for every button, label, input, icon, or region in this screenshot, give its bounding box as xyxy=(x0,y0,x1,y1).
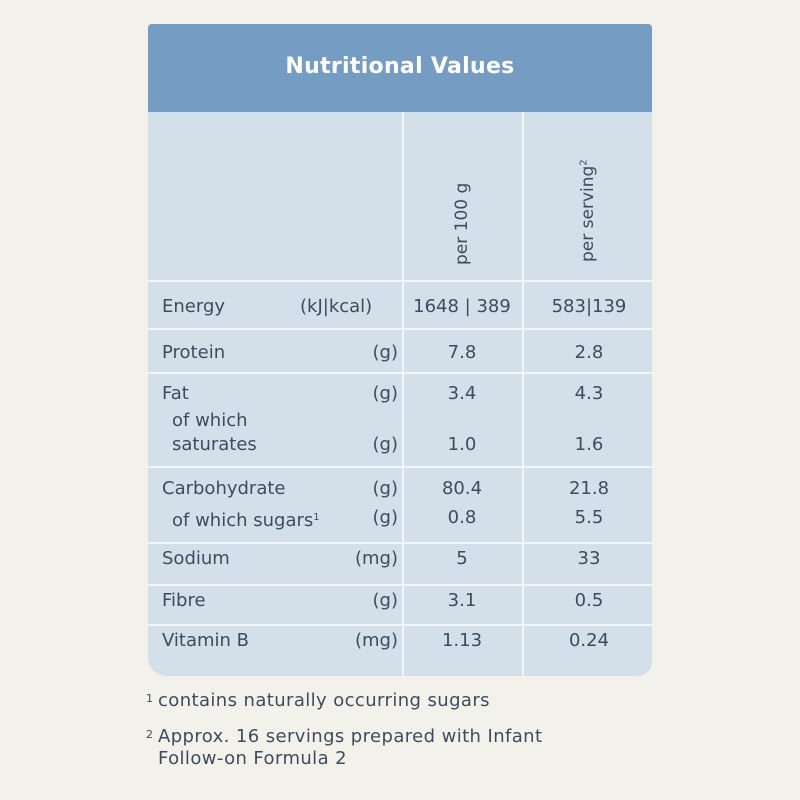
row-label-protein: Protein xyxy=(162,342,226,363)
row-divider xyxy=(148,584,652,586)
row-unit-fibre: (g) xyxy=(372,590,398,611)
row-unit-saturates: (g) xyxy=(372,434,398,455)
row-label-carbohydrate: Carbohydrate xyxy=(162,478,286,499)
value-per100-protein: 7.8 xyxy=(447,342,477,363)
value-serving-fat: 4.3 xyxy=(574,383,604,404)
row-label-fat: Fat xyxy=(162,383,189,404)
row-unit-protein: (g) xyxy=(372,342,398,363)
column-header-per-serving: per serving2 xyxy=(578,159,598,262)
row-unit-vitamin-b: (mg) xyxy=(354,630,398,651)
row-divider xyxy=(148,372,652,374)
nutrition-panel: Nutritional Values per 100 g per serving… xyxy=(148,24,652,676)
row-divider xyxy=(148,328,652,330)
row-label-energy: Energy xyxy=(162,296,226,317)
row-unit-sodium: (mg) xyxy=(354,548,398,569)
footnote-mark: 1 xyxy=(146,692,154,705)
value-serving-protein: 2.8 xyxy=(574,342,604,363)
value-per100-fat: 3.4 xyxy=(447,383,477,404)
value-per100-saturates: 1.0 xyxy=(447,434,477,455)
value-per100-fibre: 3.1 xyxy=(447,590,477,611)
value-per100-carbohydrate: 80.4 xyxy=(441,478,483,499)
row-divider xyxy=(148,466,652,468)
row-unit-sugars: (g) xyxy=(372,507,398,528)
table-header: Nutritional Values xyxy=(148,24,652,112)
row-unit-carbohydrate: (g) xyxy=(372,478,398,499)
column-divider xyxy=(402,112,404,676)
value-per100-sugars: 0.8 xyxy=(447,507,477,528)
value-serving-sugars: 5.5 xyxy=(574,507,604,528)
row-label-vitamin-b: Vitamin B xyxy=(162,630,250,651)
table-title: Nutritional Values xyxy=(285,53,515,79)
row-divider xyxy=(148,280,652,282)
row-label-saturates-line2: saturates xyxy=(172,434,257,455)
row-label-saturates-line1: of which xyxy=(172,410,248,431)
row-label-fibre: Fibre xyxy=(162,590,206,611)
footnotes: 1 contains naturally occurring sugars 2 … xyxy=(146,690,686,770)
row-divider xyxy=(148,624,652,626)
footnote-2: 2 Approx. 16 servings prepared with Infa… xyxy=(146,726,686,770)
footnote-mark: 2 xyxy=(146,728,154,741)
row-divider xyxy=(148,542,652,544)
column-divider xyxy=(522,112,524,676)
footnote-ref-1: 1 xyxy=(313,512,320,523)
row-label-sodium: Sodium xyxy=(162,548,230,569)
value-serving-energy: 583|139 xyxy=(551,296,627,317)
row-unit-fat: (g) xyxy=(372,383,398,404)
value-serving-carbohydrate: 21.8 xyxy=(568,478,610,499)
value-serving-vitamin-b: 0.24 xyxy=(568,630,610,651)
value-per100-vitamin-b: 1.13 xyxy=(441,630,483,651)
value-serving-saturates: 1.6 xyxy=(574,434,604,455)
footnote-text: contains naturally occurring sugars xyxy=(158,690,490,711)
value-per100-energy: 1648 | 389 xyxy=(413,296,511,317)
value-per100-sodium: 5 xyxy=(456,548,468,569)
row-unit-energy: (kJ|kcal) xyxy=(300,296,373,317)
value-serving-sodium: 33 xyxy=(577,548,601,569)
row-label-sugars: of which sugars1 xyxy=(172,510,320,531)
value-serving-fibre: 0.5 xyxy=(574,590,604,611)
footnote-1: 1 contains naturally occurring sugars xyxy=(146,690,686,712)
footnote-text: Approx. 16 servings prepared with Infant… xyxy=(158,726,543,769)
